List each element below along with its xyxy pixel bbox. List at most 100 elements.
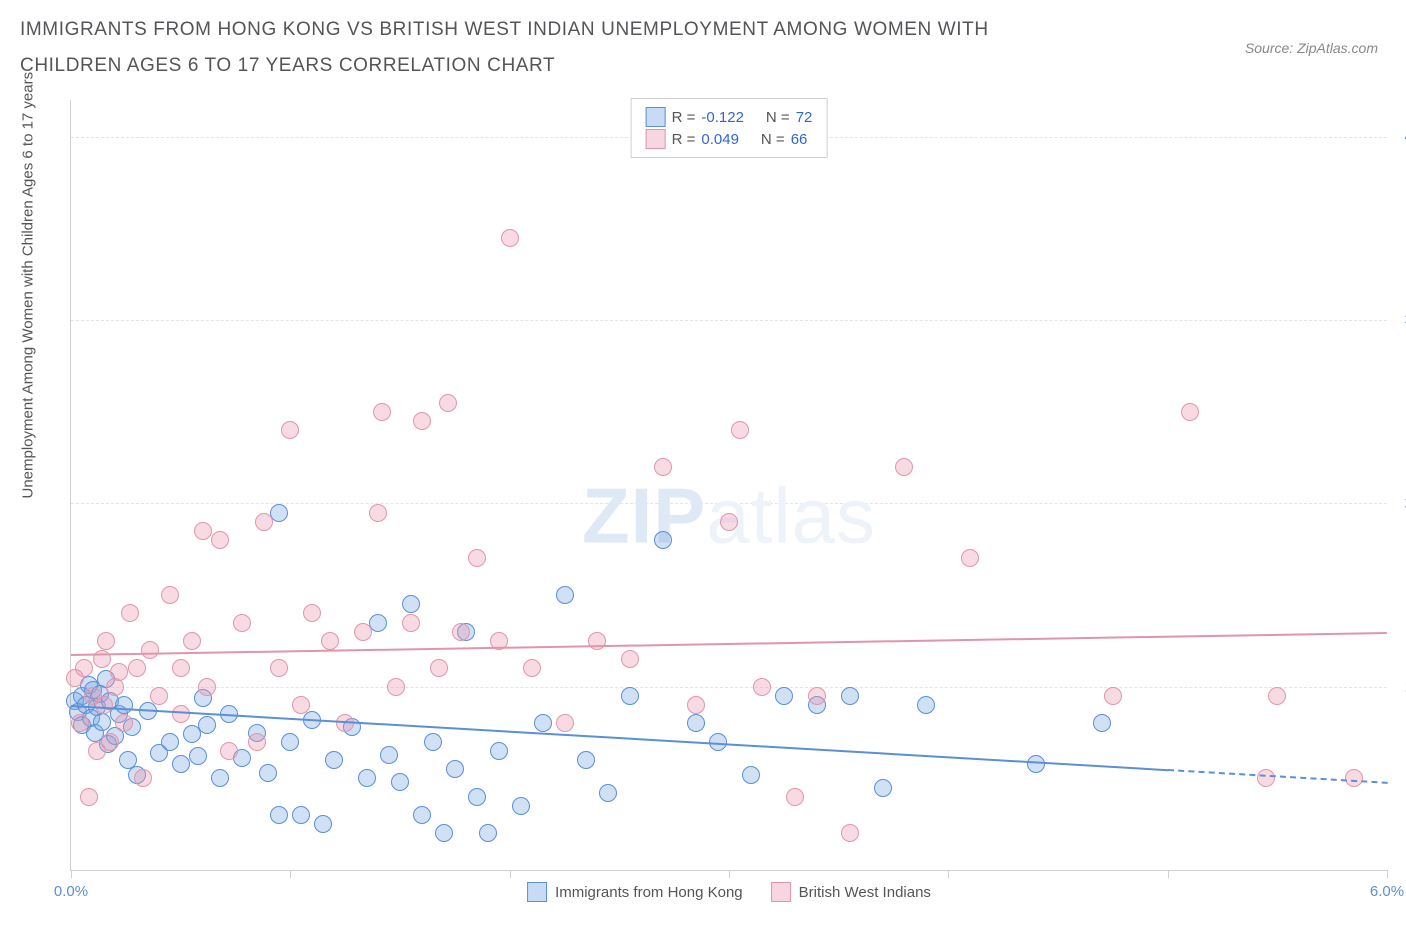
legend-item: Immigrants from Hong Kong [527, 882, 743, 902]
data-point [183, 632, 201, 650]
legend-swatch-icon [527, 882, 547, 902]
data-point [753, 678, 771, 696]
data-point [687, 714, 705, 732]
data-point [281, 733, 299, 751]
grid-line [71, 320, 1387, 321]
x-tick [729, 870, 730, 878]
data-point [808, 687, 826, 705]
legend-stats-row: R = 0.049 N = 66 [646, 129, 813, 149]
data-point [270, 659, 288, 677]
data-point [731, 421, 749, 439]
data-point [325, 751, 343, 769]
chart-title: IMMIGRANTS FROM HONG KONG VS BRITISH WES… [20, 12, 1040, 84]
data-point [1181, 403, 1199, 421]
data-point [198, 678, 216, 696]
data-point [97, 632, 115, 650]
y-axis-title: Unemployment Among Women with Children A… [20, 72, 37, 499]
grid-line [71, 687, 1387, 688]
n-label: N = [761, 131, 785, 148]
legend-swatch-icon [646, 129, 666, 149]
data-point [358, 769, 376, 787]
data-point [387, 678, 405, 696]
data-point [161, 733, 179, 751]
legend-swatch-icon [646, 107, 666, 127]
data-point [101, 733, 119, 751]
legend-stats: R = -0.122 N = 72 R = 0.049 N = 66 [631, 98, 828, 158]
container: IMMIGRANTS FROM HONG KONG VS BRITISH WES… [0, 0, 1406, 930]
data-point [198, 716, 216, 734]
data-point [439, 394, 457, 412]
data-point [220, 742, 238, 760]
data-point [172, 755, 190, 773]
n-value: 72 [796, 109, 813, 126]
x-tick [71, 870, 72, 878]
data-point [380, 746, 398, 764]
data-point [270, 806, 288, 824]
data-point [621, 687, 639, 705]
data-point [841, 824, 859, 842]
data-point [115, 696, 133, 714]
data-point [424, 733, 442, 751]
data-point [80, 788, 98, 806]
data-point [1257, 769, 1275, 787]
r-value: -0.122 [701, 109, 744, 126]
n-label: N = [766, 109, 790, 126]
data-point [841, 687, 859, 705]
data-point [742, 766, 760, 784]
data-point [654, 531, 672, 549]
data-point [255, 513, 273, 531]
x-tick-label: 6.0% [1370, 883, 1404, 900]
y-tick-label: 20.0% [1392, 495, 1406, 512]
data-point [1268, 687, 1286, 705]
data-point [110, 663, 128, 681]
data-point [141, 641, 159, 659]
data-point [211, 769, 229, 787]
data-point [534, 714, 552, 732]
data-point [621, 650, 639, 668]
data-point [270, 504, 288, 522]
data-point [321, 632, 339, 650]
data-point [189, 747, 207, 765]
data-point [452, 623, 470, 641]
data-point [172, 705, 190, 723]
data-point [391, 773, 409, 791]
data-point [775, 687, 793, 705]
data-point [413, 806, 431, 824]
data-point [654, 458, 672, 476]
r-label: R = [672, 109, 696, 126]
data-point [556, 586, 574, 604]
legend-stats-row: R = -0.122 N = 72 [646, 107, 813, 127]
data-point [786, 788, 804, 806]
data-point [292, 696, 310, 714]
x-tick [1168, 870, 1169, 878]
data-point [490, 742, 508, 760]
data-point [161, 586, 179, 604]
n-value: 66 [791, 131, 808, 148]
data-point [523, 659, 541, 677]
data-point [134, 769, 152, 787]
data-point [194, 522, 212, 540]
data-point [577, 751, 595, 769]
legend-item-label: British West Indians [799, 884, 931, 901]
data-point [501, 229, 519, 247]
legend-series: Immigrants from Hong Kong British West I… [527, 882, 931, 902]
data-point [468, 549, 486, 567]
data-point [354, 623, 372, 641]
source-label: Source: ZipAtlas.com [1245, 40, 1378, 56]
data-point [435, 824, 453, 842]
r-label: R = [672, 131, 696, 148]
data-point [1345, 769, 1363, 787]
data-point [917, 696, 935, 714]
data-point [468, 788, 486, 806]
data-point [961, 549, 979, 567]
data-point [874, 779, 892, 797]
regression-line [71, 632, 1387, 656]
data-point [172, 659, 190, 677]
data-point [373, 403, 391, 421]
y-tick-label: 40.0% [1392, 128, 1406, 145]
data-point [259, 764, 277, 782]
data-point [1093, 714, 1111, 732]
data-point [430, 659, 448, 677]
x-tick [510, 870, 511, 878]
data-point [556, 714, 574, 732]
